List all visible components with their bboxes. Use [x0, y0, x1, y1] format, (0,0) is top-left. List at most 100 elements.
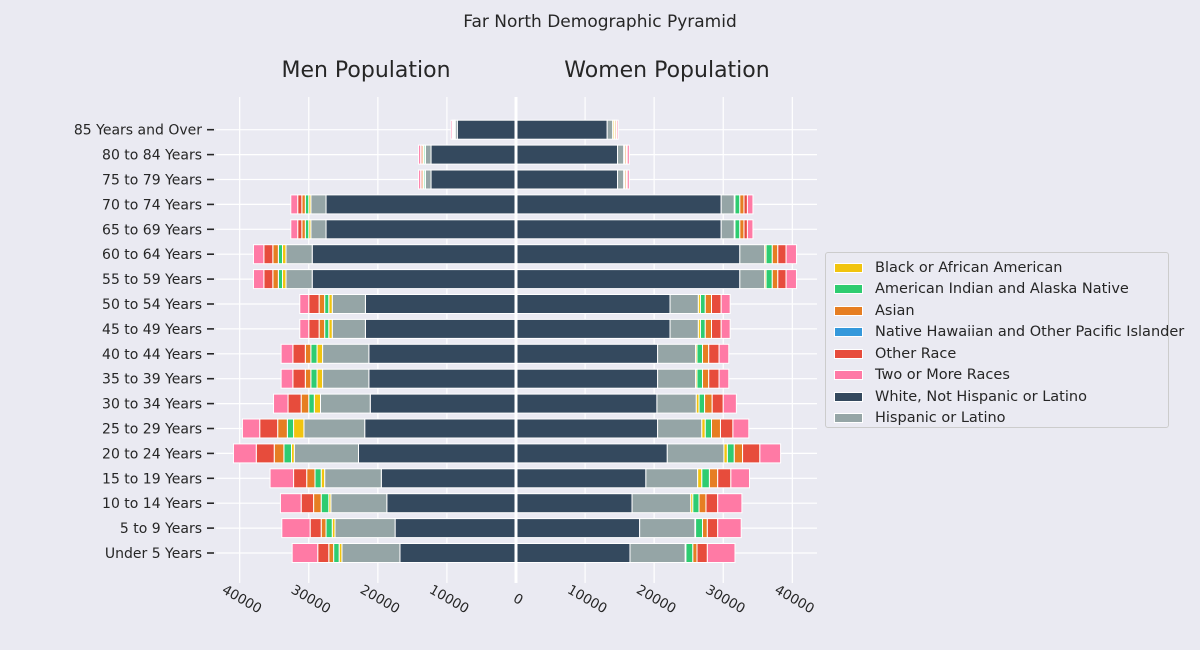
- bar-segment-men: [291, 543, 319, 563]
- y-tick-label: 85 Years and Over: [74, 123, 202, 139]
- bar-segment-women: [702, 343, 710, 364]
- bar-segment-men: [341, 543, 401, 563]
- bar-segment-men: [310, 343, 318, 364]
- bar-segment-men: [456, 119, 517, 140]
- bar-segment-women: [696, 543, 708, 563]
- bar-segment-women: [692, 543, 698, 563]
- y-tick-label: Under 5 Years: [105, 546, 202, 562]
- bar-segment-women: [696, 343, 704, 364]
- bar-segment-women: [515, 144, 619, 165]
- bar-segment-men: [308, 294, 320, 314]
- bar-segment-men: [281, 518, 311, 539]
- bar-segment-men: [324, 468, 382, 489]
- bar-segment-men: [324, 318, 330, 339]
- y-tick-label: 15 to 19 Years: [102, 471, 202, 487]
- x-tick-label: 40000: [219, 582, 264, 617]
- bar-segment-women: [657, 343, 697, 364]
- bar-segment-men: [303, 418, 366, 439]
- men-panel-title: Men Population: [281, 58, 450, 83]
- bar-segment-men: [299, 318, 310, 339]
- bar-segment-men: [364, 294, 517, 314]
- bar-segment-men: [330, 493, 388, 514]
- bar-segment-men: [318, 318, 326, 339]
- bar-segment-men: [310, 219, 327, 240]
- bar-segment-men: [292, 343, 306, 364]
- bar-segment-men: [304, 194, 310, 215]
- bar-segment-men: [252, 269, 265, 290]
- bar-segment-men: [320, 393, 371, 414]
- bar-segment-men: [430, 169, 517, 190]
- bar-segment-women: [698, 493, 707, 514]
- bar-segment-men: [286, 418, 295, 439]
- bar-segment-men: [308, 393, 315, 414]
- bar-segment-men: [293, 418, 305, 439]
- bar-segment-women: [710, 318, 722, 339]
- bar-segment-men: [241, 418, 261, 439]
- bar-segment-men: [259, 418, 279, 439]
- bar-segment-men: [320, 493, 330, 514]
- bar-segment-women: [704, 318, 712, 339]
- bar-segment-women: [639, 518, 696, 539]
- bar-segment-women: [617, 144, 625, 165]
- bar-segment-women: [515, 244, 741, 265]
- bar-segment-women: [626, 169, 630, 190]
- bar-segment-women: [785, 269, 797, 290]
- bar-segment-women: [685, 543, 694, 563]
- bar-segment-men: [279, 493, 302, 514]
- bar-segment-women: [616, 119, 619, 140]
- legend-item: Hispanic or Latino: [834, 408, 1160, 430]
- bar-segment-women: [706, 543, 736, 563]
- bar-segment-men: [252, 244, 265, 265]
- legend-label: Native Hawaiian and Other Pacific Island…: [875, 324, 1185, 341]
- bar-segment-women: [704, 418, 712, 439]
- bar-segment-women: [711, 393, 724, 414]
- bar-segment-men: [232, 443, 257, 464]
- bar-segment-women: [701, 468, 710, 489]
- bar-segment-men: [272, 269, 279, 290]
- bar-segment-men: [285, 269, 313, 290]
- bar-segment-women: [702, 518, 708, 539]
- bar-segment-women: [771, 244, 779, 265]
- bar-segment-men: [450, 119, 453, 140]
- bar-segment-women: [743, 219, 748, 240]
- y-tick-label: 55 to 59 Years: [102, 272, 202, 288]
- bar-segment-men: [269, 468, 295, 489]
- bar-segment-men: [301, 194, 306, 215]
- bar-segment-men: [328, 543, 335, 563]
- bar-segment-men: [313, 493, 322, 514]
- y-tick-label: 60 to 64 Years: [102, 247, 202, 263]
- y-tick-label: 35 to 39 Years: [102, 372, 202, 388]
- bar-segment-men: [272, 244, 279, 265]
- bar-segment-men: [300, 493, 315, 514]
- bar-segment-women: [708, 368, 720, 389]
- bar-segment-men: [322, 343, 370, 364]
- bar-segment-men: [318, 294, 326, 314]
- x-tick-label: 30000: [703, 582, 748, 617]
- legend-item: White, Not Hispanic or Latino: [834, 386, 1160, 408]
- bar-segment-men: [357, 443, 517, 464]
- bar-segment-men: [277, 269, 284, 290]
- bar-segment-men: [310, 368, 318, 389]
- women-panel-title: Women Population: [564, 58, 769, 83]
- bar-segment-women: [720, 219, 735, 240]
- bar-segment-women: [722, 393, 737, 414]
- y-tick-label: 10 to 14 Years: [102, 496, 202, 512]
- bar-segment-men: [331, 294, 366, 314]
- bar-segment-men: [325, 194, 517, 215]
- bar-segment-men: [301, 219, 306, 240]
- y-tick-label: 80 to 84 Years: [102, 148, 202, 164]
- bar-segment-women: [606, 119, 614, 140]
- bar-segment-women: [657, 418, 703, 439]
- bar-segment-men: [310, 194, 327, 215]
- bar-segment-women: [739, 244, 766, 265]
- bar-segment-women: [515, 119, 608, 140]
- y-tick-label: 5 to 9 Years: [120, 521, 202, 537]
- bar-segment-men: [277, 418, 288, 439]
- legend-label: Asian: [875, 302, 915, 319]
- bar-segment-women: [701, 418, 706, 439]
- bar-segment-men: [300, 393, 310, 414]
- bar-segment-men: [299, 294, 310, 314]
- y-tick-label: 40 to 44 Years: [102, 347, 202, 363]
- bar-segment-men: [292, 368, 306, 389]
- bar-segment-men: [293, 468, 308, 489]
